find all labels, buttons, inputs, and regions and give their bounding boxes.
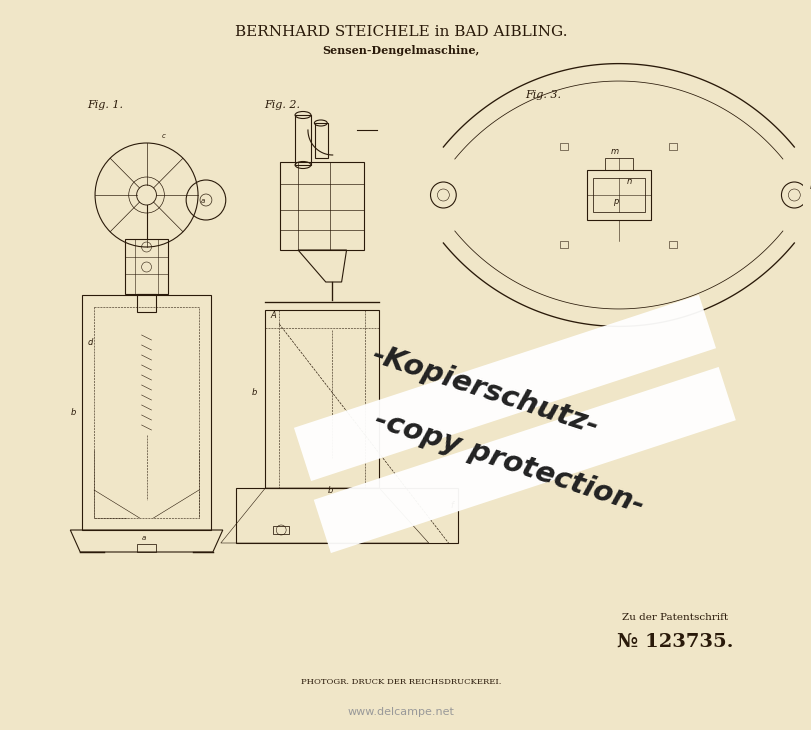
Bar — [560, 143, 569, 150]
Text: № 123735.: № 123735. — [617, 633, 733, 651]
Text: BERNHARD STEICHELE in BAD AIBLING.: BERNHARD STEICHELE in BAD AIBLING. — [234, 25, 567, 39]
Bar — [605, 158, 633, 170]
Bar — [265, 310, 380, 488]
Text: c: c — [161, 133, 165, 139]
Bar — [295, 115, 311, 165]
Text: m: m — [611, 147, 619, 156]
Text: a: a — [201, 198, 205, 204]
Bar — [82, 295, 211, 530]
Text: PHOTOGR. DRUCK DER REICHSDRUCKEREI.: PHOTOGR. DRUCK DER REICHSDRUCKEREI. — [301, 678, 501, 686]
Bar — [593, 178, 645, 212]
Text: a: a — [142, 535, 146, 541]
Bar — [294, 295, 716, 481]
Text: d: d — [87, 338, 92, 347]
Text: b: b — [251, 388, 257, 397]
Text: p: p — [613, 197, 618, 206]
Text: b: b — [328, 486, 333, 495]
Text: b: b — [71, 408, 75, 417]
Bar — [560, 241, 569, 248]
Text: n: n — [627, 177, 632, 186]
Bar — [669, 143, 677, 150]
Text: Fig. 2.: Fig. 2. — [264, 100, 300, 110]
Bar — [587, 170, 650, 220]
Bar — [94, 307, 199, 518]
Text: www.delcampe.net: www.delcampe.net — [348, 707, 454, 717]
Bar — [273, 526, 290, 534]
Text: Fig. 1.: Fig. 1. — [87, 100, 123, 110]
Bar — [281, 162, 364, 250]
Bar — [314, 367, 736, 553]
Text: Sensen-Dengelmaschine,: Sensen-Dengelmaschine, — [322, 45, 480, 55]
Text: f: f — [451, 501, 453, 510]
Text: -copy protection-: -copy protection- — [371, 405, 649, 519]
Bar — [136, 294, 157, 312]
Bar — [315, 123, 328, 158]
Text: A: A — [270, 311, 276, 320]
Bar — [136, 544, 157, 552]
Text: -Kopierschutz-: -Kopierschutz- — [368, 340, 603, 440]
Text: i: i — [810, 182, 811, 191]
Bar — [669, 241, 677, 248]
Text: Zu der Patentschrift: Zu der Patentschrift — [622, 613, 728, 623]
Text: Fig. 3.: Fig. 3. — [525, 90, 560, 100]
Bar — [125, 239, 169, 294]
